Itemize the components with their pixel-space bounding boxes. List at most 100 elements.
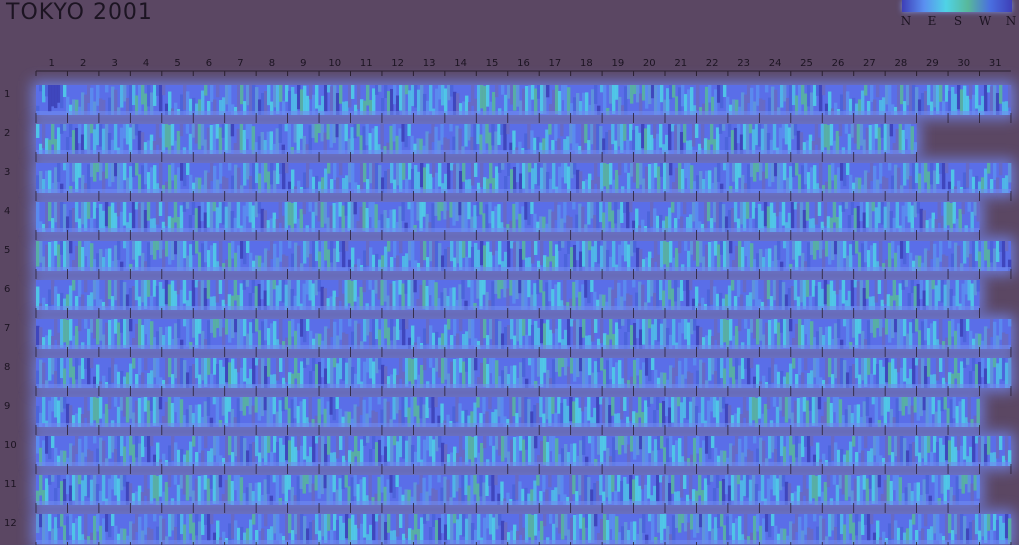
- wind-strip: [326, 298, 330, 310]
- wind-strip: [641, 124, 645, 149]
- wind-strip: [254, 202, 259, 218]
- wind-strip: [422, 93, 427, 115]
- wind-strip: [935, 85, 940, 114]
- wind-strip: [590, 436, 595, 464]
- wind-strip: [170, 241, 175, 261]
- wind-strip: [287, 320, 292, 349]
- wind-strip: [815, 241, 820, 251]
- wind-strip: [398, 85, 403, 111]
- wind-strip: [892, 417, 897, 427]
- wind-strip: [464, 475, 468, 496]
- wind-strip: [530, 294, 534, 310]
- wind-strip: [851, 241, 856, 256]
- wind-strip: [251, 85, 256, 115]
- wind-strip: [518, 397, 522, 418]
- wind-strip: [557, 397, 561, 414]
- wind-strip: [473, 98, 478, 115]
- wind-strip: [917, 514, 922, 531]
- wind-strip: [650, 202, 654, 227]
- wind-strip: [811, 280, 816, 297]
- wind-strip: [479, 134, 483, 154]
- wind-strip: [506, 374, 511, 388]
- wind-strip: [782, 163, 787, 181]
- wind-strip: [155, 331, 160, 349]
- wind-strip: [548, 280, 552, 302]
- wind-strip: [784, 124, 789, 145]
- wind-strip: [656, 377, 661, 388]
- wind-strip: [614, 169, 619, 193]
- wind-strip: [77, 124, 82, 144]
- wind-strip: [80, 294, 85, 310]
- wind-strip: [449, 124, 453, 132]
- wind-strip: [794, 436, 799, 458]
- wind-strip: [880, 494, 885, 505]
- x-tick-label: 11: [360, 58, 373, 69]
- wind-strip: [968, 446, 973, 466]
- wind-strip: [152, 241, 157, 260]
- wind-strip: [815, 85, 820, 96]
- wind-strip: [964, 280, 968, 295]
- wind-strip: [904, 487, 909, 505]
- wind-strip: [65, 216, 70, 232]
- wind-strip: [107, 514, 112, 538]
- wind-strip: [71, 208, 76, 232]
- wind-strip: [224, 397, 229, 427]
- wind-strip: [995, 436, 1000, 459]
- wind-strip: [788, 166, 793, 193]
- wind-strip: [146, 319, 151, 345]
- wind-strip: [713, 241, 718, 256]
- wind-strip: [386, 91, 391, 115]
- wind-strip: [437, 415, 441, 427]
- wind-strip: [167, 284, 172, 310]
- wind-strip: [317, 398, 321, 427]
- wind-strip: [41, 124, 46, 149]
- wind-strip: [515, 202, 519, 220]
- wind-strip: [242, 205, 247, 232]
- x-tick-label: 19: [611, 58, 624, 69]
- wind-strip: [269, 397, 274, 427]
- wind-strip: [503, 251, 508, 271]
- wind-strip: [980, 436, 985, 466]
- wind-strip: [947, 90, 952, 115]
- wind-strip: [830, 436, 835, 461]
- wind-strip: [527, 493, 531, 505]
- wind-strip: [572, 443, 577, 466]
- wind-strip: [467, 202, 471, 220]
- wind-strip: [614, 140, 618, 154]
- wind-strip: [311, 338, 316, 349]
- wind-strip: [428, 133, 432, 154]
- wind-strip: [356, 296, 360, 310]
- wind-strip: [893, 252, 898, 271]
- wind-strip: [820, 221, 825, 232]
- wind-strip: [146, 85, 151, 107]
- wind-strip: [563, 358, 568, 376]
- wind-strip: [844, 124, 849, 134]
- wind-strip: [608, 202, 612, 222]
- wind-strip: [560, 358, 565, 368]
- wind-strip: [167, 475, 172, 488]
- wind-strip: [467, 415, 471, 427]
- wind-strip: [754, 124, 759, 146]
- wind-strip: [182, 202, 187, 212]
- wind-strip: [302, 135, 306, 154]
- wind-strip: [221, 531, 226, 544]
- wind-strip: [413, 143, 417, 154]
- wind-strip: [626, 293, 630, 310]
- wind-strip: [116, 371, 121, 388]
- wind-strip: [635, 436, 640, 456]
- wind-strip: [730, 415, 735, 427]
- wind-strip: [935, 257, 940, 271]
- wind-strip: [521, 280, 525, 310]
- wind-strip: [521, 527, 526, 544]
- wind-strip: [191, 97, 196, 115]
- wind-strip: [587, 140, 591, 154]
- wind-strip: [167, 164, 172, 193]
- wind-strip: [608, 404, 612, 427]
- wind-strip: [131, 358, 136, 369]
- wind-strip: [697, 143, 702, 154]
- wind-strip: [452, 164, 457, 193]
- wind-strip: [284, 255, 289, 271]
- wind-strip: [853, 280, 858, 288]
- wind-strip: [494, 166, 499, 193]
- wind-strip: [569, 319, 574, 327]
